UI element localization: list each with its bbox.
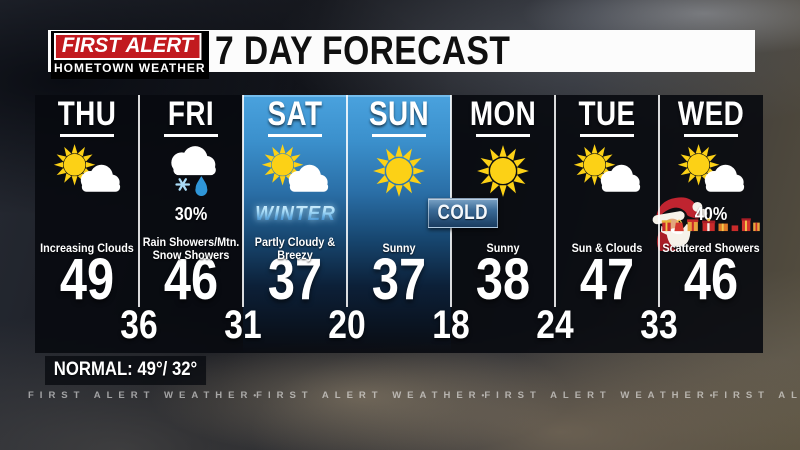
column-divider [242,95,244,307]
high-temp: 46 [163,247,219,312]
column-divider [138,95,140,307]
condition-text: Sunny [486,241,520,256]
sun-icon [451,141,555,201]
watermark-bullet: • [253,391,257,400]
watermark-bullet: • [481,391,485,400]
condition-text: Partly Cloudy & Breezy [254,234,336,262]
day-underline [580,134,634,137]
condition-text: Increasing Clouds [40,241,134,256]
day-underline [60,134,114,137]
sun-cloud-icon [659,141,763,201]
sun-icon [347,141,451,201]
forecast-panel: THU Increasing Clouds 49 FRI [35,95,763,353]
winter-badge: WINTER [254,202,336,225]
condition-text: Rain Showers/Mtn. Snow Showers [142,234,240,262]
day-label: TUE [578,95,636,133]
gifts-garland-icon [659,217,763,232]
day-column-fri: FRI 30% Rain Showers/Mtn. Snow Showers 4… [139,95,243,353]
column-divider [554,95,556,307]
day-column-sat: SAT WINTER Partly Cloudy & Breezy 37 [243,95,347,353]
day-column-wed: WED 40% [652,95,763,353]
cloud-snow-rain-icon [139,141,243,201]
day-underline [684,134,738,137]
low-temp: 18 [432,303,470,347]
sun-cloud-icon [35,141,139,201]
high-temp: 37 [267,247,323,312]
sun-cloud-icon [555,141,659,201]
watermark-text: FIRST ALERT WEATHER [256,390,482,401]
low-temp: 20 [328,303,366,347]
cold-badge: COLD [428,198,498,228]
low-temp: 24 [536,303,574,347]
normal-temps-label: NORMAL: 49°/ 32° [45,356,207,385]
condition-text: Sun & Clouds [571,241,643,256]
day-underline [164,134,218,137]
day-label: MON [469,95,537,133]
day-underline [372,134,426,137]
day-label: WED [677,95,745,133]
high-temp: 47 [579,247,635,312]
high-temp: 37 [371,247,427,312]
day-underline [476,134,530,137]
condition-text: Scattered Showers [662,241,760,256]
high-temp: 46 [683,247,739,312]
sun-cloud-icon [243,141,347,201]
day-label: THU [57,95,117,133]
day-underline [268,134,322,137]
watermark-text: FIRST ALERT WEATHER [712,390,800,401]
first-alert-logo: FIRST ALERT HOMETOWN WEATHER [51,31,209,79]
precip-chance: 30% [174,203,208,224]
high-temp: 38 [475,247,531,312]
day-column-tue: TUE Sun & Clouds 47 [555,95,659,353]
day-label: SAT [267,95,323,133]
column-divider [658,95,660,307]
page-title: 7 DAY FORECAST [215,29,511,73]
low-temp: 33 [640,303,678,347]
high-temp: 49 [59,247,115,312]
low-temp: 36 [120,303,158,347]
day-column-mon: MON Sunny 38 [451,95,555,353]
station-watermark: FIRST ALERT WEATHER • FIRST ALERT WEATHE… [0,390,800,401]
condition-text: Sunny [382,241,416,256]
low-temp: 31 [224,303,262,347]
logo-line1: FIRST ALERT [54,33,202,60]
day-label: FRI [167,95,215,133]
logo-line2: HOMETOWN WEATHER [54,61,206,75]
column-divider [346,95,348,307]
precip-chance: 40% [694,203,728,224]
day-column-thu: THU Increasing Clouds 49 [35,95,139,353]
day-label: SUN [368,95,430,133]
watermark-bullet: • [709,391,713,400]
watermark-text: FIRST ALERT WEATHER [484,390,710,401]
watermark-text: FIRST ALERT WEATHER [28,390,254,401]
